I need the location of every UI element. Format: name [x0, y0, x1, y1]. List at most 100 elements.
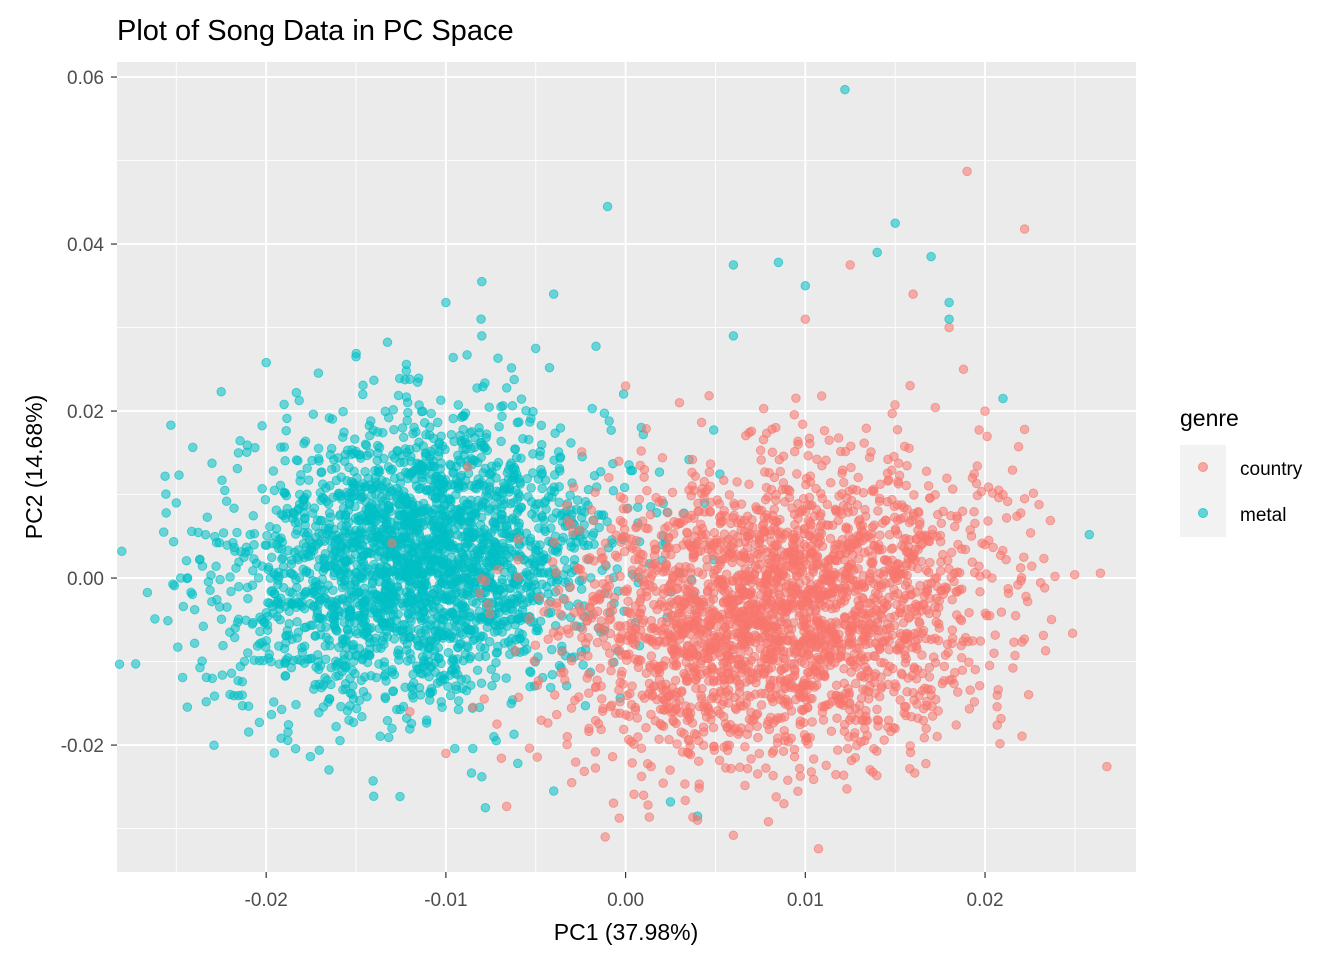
point-metal	[324, 600, 335, 611]
point-metal	[201, 672, 212, 683]
point-metal	[279, 442, 290, 452]
point-country	[699, 727, 709, 737]
point-metal	[305, 751, 316, 762]
point-country	[618, 679, 628, 689]
point-metal	[266, 709, 277, 720]
point-metal	[344, 500, 355, 510]
point-country	[772, 733, 783, 743]
point-metal	[550, 428, 560, 439]
point-metal	[554, 481, 564, 492]
point-metal	[422, 650, 432, 661]
point-metal	[395, 791, 405, 802]
point-metal	[474, 423, 484, 433]
point-country	[693, 756, 704, 766]
point-metal	[451, 684, 462, 695]
point-metal	[253, 573, 264, 583]
point-country	[636, 446, 646, 456]
point-country	[859, 581, 869, 592]
point-country	[919, 733, 930, 743]
point-country	[615, 571, 625, 582]
point-metal	[313, 443, 324, 454]
point-country	[813, 844, 824, 854]
point-metal	[371, 480, 382, 490]
point-country	[556, 668, 566, 678]
point-country	[908, 509, 919, 519]
point-country	[732, 477, 742, 487]
point-metal	[234, 581, 244, 592]
point-metal	[360, 561, 370, 571]
point-country	[529, 656, 540, 666]
point-country	[801, 614, 812, 624]
point-metal	[225, 572, 235, 582]
point-country	[727, 557, 738, 568]
point-metal	[369, 589, 379, 599]
point-metal	[388, 610, 399, 621]
point-country	[824, 654, 835, 664]
point-country	[833, 433, 844, 443]
point-country	[709, 528, 720, 538]
point-country	[768, 562, 778, 573]
point-country	[642, 485, 652, 496]
point-metal	[316, 467, 326, 478]
point-country	[825, 478, 836, 488]
point-metal	[290, 743, 301, 754]
point-metal	[419, 417, 430, 428]
point-metal	[201, 697, 211, 707]
point-country	[922, 584, 933, 594]
point-metal	[548, 289, 559, 299]
point-country	[663, 582, 674, 592]
point-country	[866, 447, 876, 457]
point-metal	[451, 621, 461, 631]
point-country	[635, 625, 646, 636]
point-country	[671, 618, 682, 629]
point-country	[590, 747, 601, 757]
point-metal	[464, 654, 475, 664]
point-metal	[289, 547, 300, 558]
point-metal	[476, 314, 486, 324]
point-metal	[398, 432, 409, 443]
point-metal	[278, 552, 288, 563]
point-metal	[384, 501, 394, 511]
point-metal	[525, 666, 535, 677]
point-country	[921, 758, 931, 769]
point-country	[698, 740, 709, 751]
point-metal	[347, 641, 358, 651]
point-metal	[358, 686, 369, 697]
point-country	[551, 709, 562, 720]
point-country	[612, 552, 623, 563]
point-metal	[438, 560, 448, 570]
point-country	[639, 464, 650, 475]
point-country	[805, 477, 816, 487]
point-metal	[333, 535, 344, 546]
point-metal	[294, 572, 305, 583]
point-country	[551, 567, 561, 578]
point-country	[613, 633, 624, 643]
point-metal	[262, 620, 273, 630]
point-country	[708, 664, 718, 674]
point-country	[821, 455, 831, 466]
point-metal	[273, 579, 283, 590]
point-metal	[926, 251, 936, 262]
point-country	[785, 647, 795, 657]
point-metal	[443, 681, 453, 692]
point-metal	[419, 614, 429, 624]
point-metal	[398, 631, 409, 642]
point-country	[964, 607, 974, 618]
point-country	[740, 780, 750, 791]
point-country	[915, 530, 925, 540]
point-country	[596, 616, 607, 626]
point-country	[975, 636, 986, 646]
point-metal	[608, 486, 619, 496]
point-metal	[318, 566, 328, 577]
point-country	[996, 607, 1007, 617]
point-metal	[313, 453, 324, 464]
point-country	[947, 484, 958, 494]
point-metal	[435, 464, 446, 474]
point-metal	[557, 508, 568, 519]
point-country	[627, 627, 638, 638]
point-country	[859, 438, 869, 448]
point-metal	[890, 218, 900, 228]
point-country	[838, 770, 849, 781]
point-metal	[447, 664, 458, 675]
point-country	[648, 682, 659, 692]
